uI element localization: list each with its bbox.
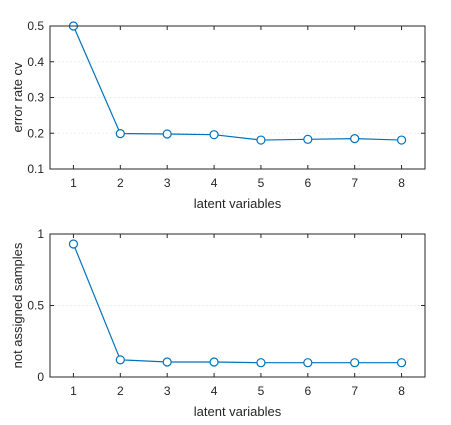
- data-point: [350, 134, 360, 144]
- data-point: [162, 129, 172, 139]
- x-axis-label: latent variables: [194, 196, 282, 211]
- x-tick-label: 6: [304, 176, 311, 190]
- x-tick-label: 1: [70, 176, 77, 190]
- data-point: [303, 358, 313, 368]
- data-point: [350, 358, 360, 368]
- axes-box: [49, 25, 426, 170]
- not-assigned-samples-chart: 1 2 3 4 5 6 7 8 0 0.5 1 latent variables not assigne…: [10, 227, 426, 419]
- x-tick-label: 4: [211, 176, 218, 190]
- x-tick-label: 3: [164, 384, 171, 398]
- x-tick-label: 4: [211, 384, 218, 398]
- data-point: [256, 135, 266, 145]
- x-axis-label: latent variables: [194, 404, 282, 419]
- axes-box: [49, 233, 426, 378]
- x-tick-label: 8: [398, 176, 405, 190]
- y-tick-label: 0.5: [27, 19, 44, 33]
- y-tick-label: 0: [37, 370, 44, 384]
- y-tick-label: 0.3: [27, 91, 44, 105]
- x-tick-label: 3: [164, 176, 171, 190]
- x-tick-label: 5: [258, 176, 265, 190]
- data-point: [396, 135, 407, 145]
- data-point: [303, 134, 313, 144]
- series-line: [72, 243, 402, 364]
- x-tick-label: 6: [304, 384, 311, 398]
- y-tick-label: 1: [37, 227, 44, 241]
- series-line: [72, 25, 402, 141]
- y-tick-label: 0.1: [27, 162, 44, 176]
- error-rate-chart: 1 2 3 4 5 6 7 8 0.1 0.2 0.3 0.4 0.5 latent variables e…: [10, 19, 426, 211]
- data-point: [396, 358, 407, 368]
- data-point: [162, 357, 172, 367]
- data-point: [209, 130, 219, 140]
- y-axis-label: error rate cv: [10, 62, 25, 133]
- x-tick-label: 8: [398, 384, 405, 398]
- data-point: [115, 129, 125, 139]
- x-tick-label: 2: [117, 384, 124, 398]
- y-tick-label: 0.2: [27, 126, 44, 140]
- x-tick-label: 7: [351, 176, 358, 190]
- y-tick-label: 0.4: [27, 55, 44, 69]
- x-tick-label: 2: [117, 176, 124, 190]
- x-tick-label: 1: [70, 384, 77, 398]
- data-point: [115, 355, 125, 365]
- data-point: [256, 358, 266, 368]
- y-tick-label: 0.5: [27, 299, 44, 313]
- y-axis-label: not assigned samples: [10, 242, 25, 368]
- data-point: [68, 239, 79, 249]
- x-tick-label: 5: [258, 384, 265, 398]
- data-point: [209, 357, 219, 367]
- x-tick-label: 7: [351, 384, 358, 398]
